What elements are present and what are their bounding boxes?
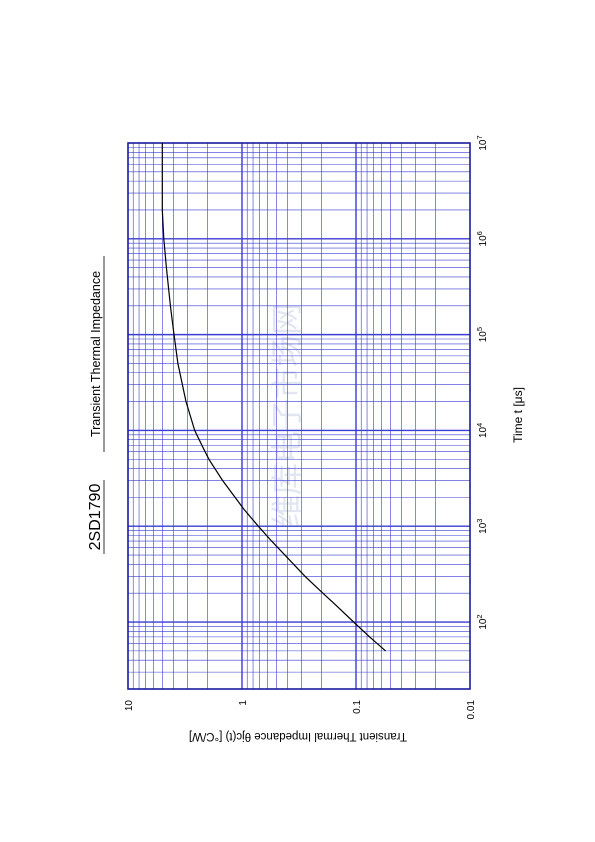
x-axis-label: Time t [μs] <box>511 387 525 443</box>
svg-text:102: 102 <box>475 614 489 629</box>
svg-text:104: 104 <box>475 423 489 438</box>
y-axis-label: Transient Thermal Impedance θjc(t) [°C/W… <box>189 730 407 742</box>
x-tick-label: 105 <box>475 327 489 342</box>
y-tick-label: 0.1 <box>352 700 363 714</box>
y-tick-label: 10 <box>124 700 135 712</box>
svg-text:0.1: 0.1 <box>352 700 363 714</box>
y-tick-labels: 0.01 0.1 1 10 <box>124 700 477 720</box>
x-tick-label: 107 <box>475 135 489 150</box>
part-number: 2SD1790 <box>87 484 104 551</box>
svg-text:103: 103 <box>475 519 489 534</box>
svg-text:106: 106 <box>475 231 489 246</box>
x-tick-labels: 102 103 104 105 106 107 <box>475 135 489 629</box>
svg-text:107: 107 <box>475 135 489 150</box>
plot-frame <box>127 142 471 690</box>
svg-text:0.01: 0.01 <box>466 700 477 720</box>
grid <box>128 143 470 689</box>
svg-text:1: 1 <box>238 700 249 706</box>
chart-title: Transient Thermal Impedance <box>89 271 103 437</box>
svg-text:105: 105 <box>475 327 489 342</box>
x-tick-label: 103 <box>475 519 489 534</box>
y-tick-label: 0.01 <box>466 700 477 720</box>
impedance-curve <box>161 143 386 652</box>
x-tick-label: 104 <box>475 423 489 438</box>
y-tick-label: 1 <box>238 700 249 706</box>
watermark: 维库电子市场网 <box>268 303 306 527</box>
x-tick-label: 106 <box>475 231 489 246</box>
svg-text:10: 10 <box>124 700 135 712</box>
x-tick-label: 102 <box>475 614 489 629</box>
